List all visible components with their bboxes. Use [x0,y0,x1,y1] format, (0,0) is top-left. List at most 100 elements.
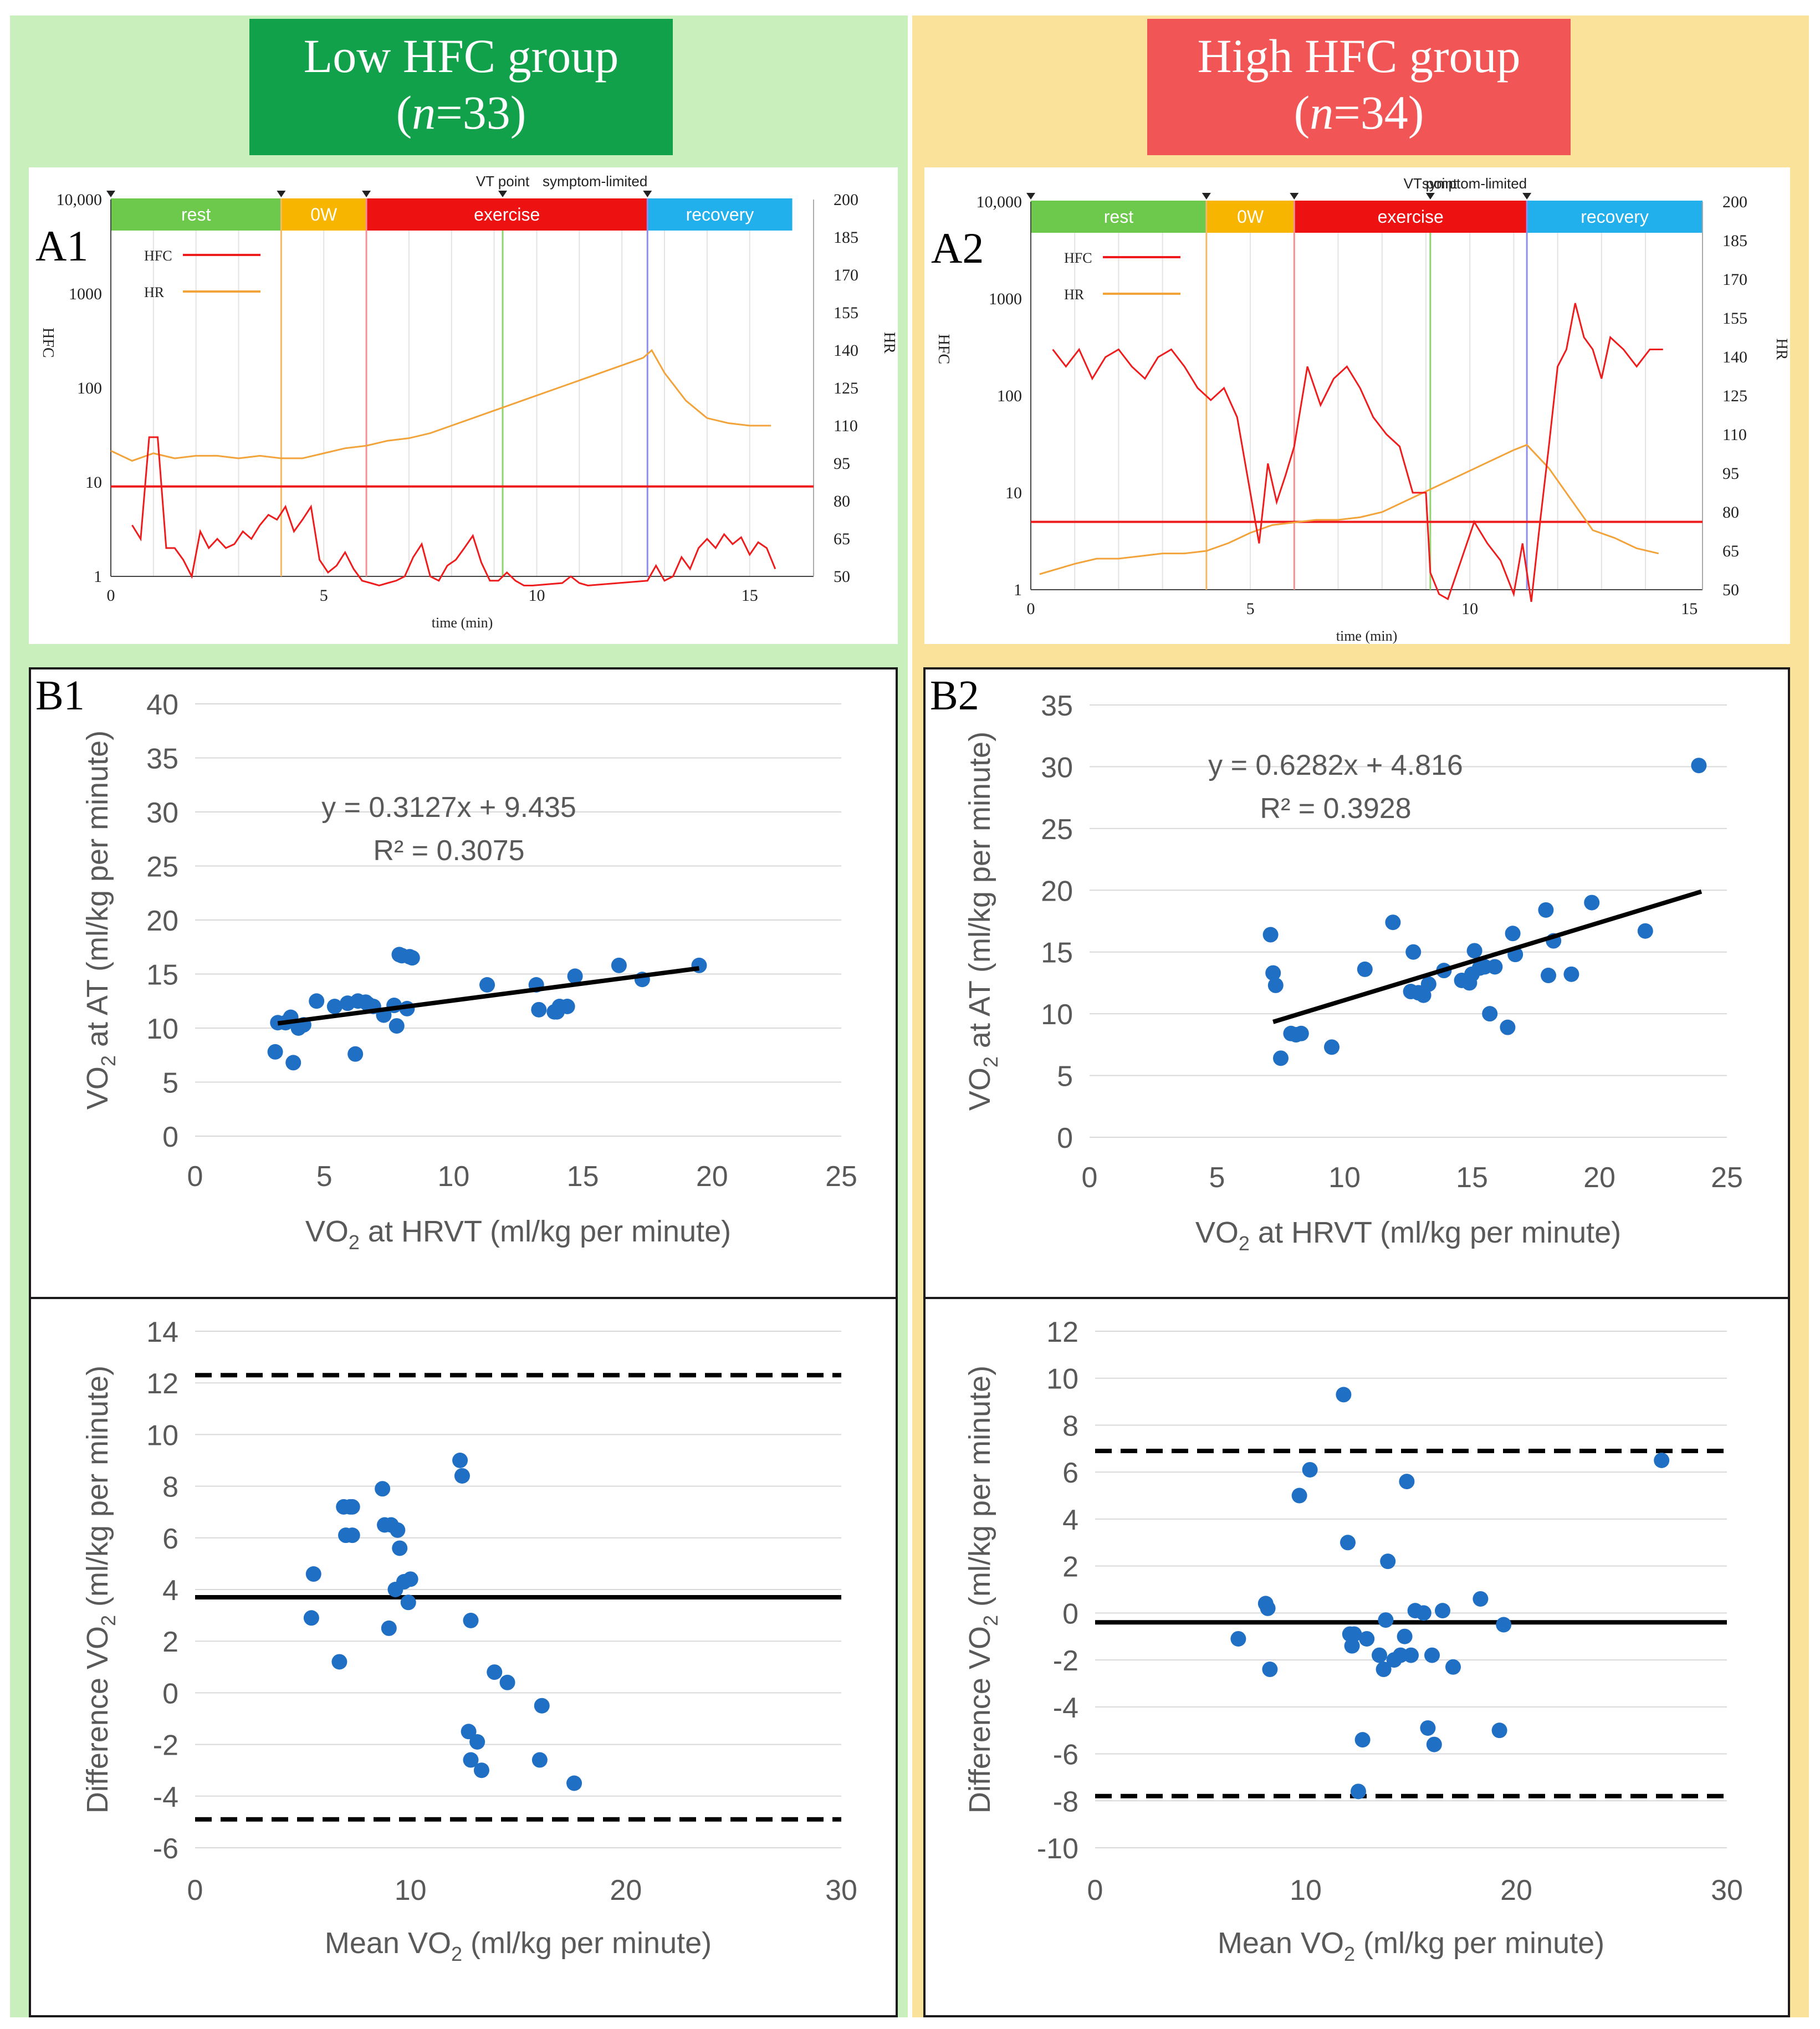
hr-tick-label: 200 [1722,193,1747,211]
x-tick-label: 20 [696,1161,728,1193]
data-point [1584,895,1600,911]
data-point [344,1527,360,1544]
y-tick-label: -6 [153,1833,178,1865]
data-point [1380,1553,1396,1570]
y-tick-label: 2 [1062,1551,1078,1583]
phase-marker-triangle [1522,193,1532,200]
time-tick-label: 5 [320,586,328,605]
hr-tick-label: 80 [834,492,850,510]
x-tick-label: 10 [437,1161,469,1193]
data-point [1265,965,1281,981]
phase-label-0w: 0W [310,205,338,224]
panel-c2: -10 -8 -6 -4 -2 0 2 4 6 8 10 12 0 10 20 30 Mean VO2 (ml/… [923,1297,1790,2017]
time-tick-label: 10 [1461,600,1478,618]
data-point [1385,914,1401,931]
x-tick-label: 30 [1711,1874,1743,1907]
legend-hr-label: HR [1064,287,1085,303]
high-hfc-header: High HFC group (n=34) [1147,19,1571,155]
time-axis-title: time (min) [432,615,493,631]
data-point [1354,1732,1371,1748]
scatter-panel-frame [29,667,898,1299]
data-point [1346,1626,1362,1642]
data-point [1403,1647,1419,1663]
hr-tick-label: 185 [1722,232,1747,250]
y-tick-label: 10 [146,1013,178,1045]
phase-marker-triangle [106,191,115,197]
data-point [1482,1006,1498,1022]
data-point [463,1612,479,1628]
data-point [567,968,583,984]
y-tick-label: 4 [162,1575,178,1607]
hfc-tick-label: 1 [94,568,102,586]
hfc-tick-label: 1000 [989,290,1022,308]
phase-label-exercise: exercise [1378,207,1444,227]
panel-a2: rest 0W exercise recovery VT pointsymptom-li… [924,167,1790,644]
y-axis-title: Difference VO2 (ml/kg per minute) [81,1366,120,1813]
low-hfc-header-box [249,19,673,155]
x-tick-label: 20 [610,1874,642,1907]
trendline [277,966,699,1026]
data-point [390,1522,406,1538]
hr-tick-label: 80 [1722,503,1739,522]
panel-c1: -6 -4 -2 0 2 4 6 8 10 12 14 0 10 20 30 Mean VO2 (ml/kg … [29,1297,898,2017]
time-tick-label: 10 [528,586,545,605]
data-point [392,1540,408,1556]
hfc-tick-label: 10,000 [57,191,103,209]
time-axis-title: time (min) [1336,628,1397,644]
y-tick-label: 0 [162,1121,178,1153]
panel-label: B2 [930,672,979,719]
y-tick-label: 15 [1041,937,1073,969]
data-point [1487,959,1503,975]
panel-label: B1 [35,672,85,719]
data-point [1420,1720,1436,1736]
x-tick-label: 10 [1328,1162,1361,1194]
hfc-axis-title: HFC [935,334,952,364]
data-point [1435,1603,1450,1619]
data-point [1359,1631,1375,1647]
hr-tick-label: 65 [1722,542,1739,560]
hr-axis-title: HR [881,332,898,354]
data-point [1405,944,1422,960]
y-tick-label: 14 [146,1316,178,1348]
data-point [1340,1535,1356,1551]
data-point [1324,1039,1340,1055]
hfc-tick-label: 100 [997,387,1022,405]
data-point [1420,976,1436,992]
data-point [1262,1662,1278,1678]
data-point [1376,1662,1392,1678]
hfc-tick-label: 1 [1014,581,1022,599]
data-point [1637,923,1653,939]
phase-label-exercise: exercise [474,205,540,224]
phase-marker-triangle [1290,193,1299,200]
x-tick-label: 0 [187,1874,203,1907]
x-tick-label: 25 [825,1161,857,1193]
data-point [402,1571,418,1587]
data-point [1424,1647,1440,1663]
legend-hfc-label: HFC [1064,250,1092,266]
phase-marker-triangle [1425,193,1435,200]
data-point [1357,961,1373,977]
r-squared: R² = 0.3928 [1260,793,1411,825]
hr-axis-title: HR [1773,339,1790,360]
y-tick-label: 0 [162,1678,178,1710]
hr-series-line [110,349,771,462]
data-point [326,999,342,1014]
time-tick-label: 15 [1681,600,1698,618]
data-point [1541,968,1556,984]
hr-tick-label: 110 [834,417,858,435]
data-point [1538,902,1554,918]
time-tick-label: 15 [742,586,758,605]
regression-equation: y = 0.3127x + 9.435 [321,791,576,824]
panel-b2: 0 5 10 15 20 25 30 35 0 5 10 15 20 25 VO2 at HRVT (ml/… [923,667,1790,1299]
y-axis-title: VO2 at AT (ml/kg per minute) [963,732,1002,1111]
data-point [1496,1617,1512,1633]
y-tick-label: -10 [1037,1833,1078,1865]
y-tick-label: -8 [1053,1786,1078,1818]
data-point [1260,1600,1276,1616]
data-point [559,999,575,1014]
data-point [531,1001,547,1018]
phase-bar-recovery [647,198,793,231]
y-tick-label: 30 [146,797,178,829]
a-panel-background [924,167,1790,644]
y-tick-label: 35 [1041,690,1073,722]
